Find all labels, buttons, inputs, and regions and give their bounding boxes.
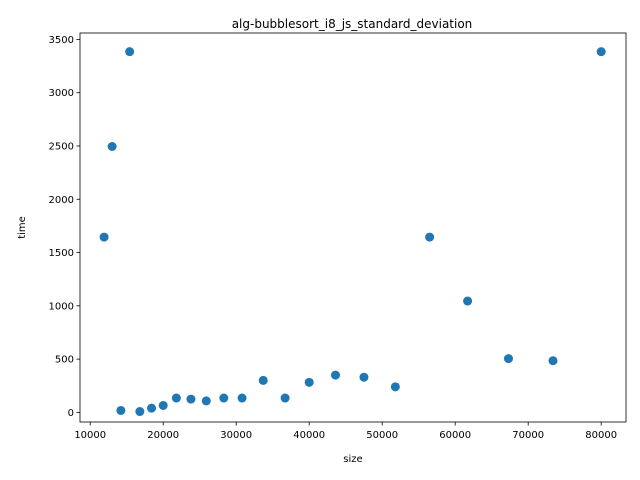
x-tick-label: 70000	[512, 430, 544, 441]
data-point	[116, 405, 126, 415]
data-point	[425, 232, 435, 242]
x-tick-label: 40000	[293, 430, 325, 441]
chart-title: alg-bubblesort_i8_js_standard_deviation	[232, 17, 473, 31]
data-point	[280, 393, 290, 403]
x-tick-label: 80000	[585, 430, 617, 441]
y-tick-label: 3000	[49, 88, 74, 99]
data-point	[330, 370, 340, 380]
plot-frame	[79, 32, 627, 423]
data-point	[107, 142, 117, 152]
data-point	[171, 393, 181, 403]
data-point	[147, 403, 157, 413]
data-point	[186, 394, 196, 404]
data-point	[596, 47, 606, 57]
data-point	[237, 393, 247, 403]
data-point	[219, 393, 229, 403]
x-tick-label: 50000	[366, 430, 398, 441]
y-tick-label: 500	[55, 355, 74, 366]
y-tick-label: 0	[68, 408, 74, 419]
y-axis-title: time	[17, 216, 28, 239]
y-axis-ticks: 0 500 1000 1500 2000 2500 3000 3500	[49, 35, 80, 419]
data-point	[548, 356, 558, 366]
x-tick-label: 60000	[439, 430, 471, 441]
data-point	[503, 354, 513, 364]
x-axis-title: size	[343, 454, 362, 465]
data-point	[463, 296, 473, 306]
data-point	[258, 375, 268, 385]
x-tick-label: 30000	[220, 430, 252, 441]
data-point	[135, 407, 145, 417]
y-tick-label: 2000	[49, 195, 74, 206]
data-point	[158, 400, 168, 410]
data-point	[201, 396, 211, 406]
y-tick-label: 1500	[49, 248, 74, 259]
data-point	[125, 47, 135, 57]
y-tick-label: 1000	[49, 301, 74, 312]
y-tick-label: 3500	[49, 35, 74, 46]
data-point	[304, 377, 314, 387]
data-point	[99, 232, 109, 242]
y-tick-label: 2500	[49, 141, 74, 152]
x-tick-label: 10000	[74, 430, 106, 441]
data-point	[390, 382, 400, 392]
data-point	[359, 372, 369, 382]
points-layer	[99, 47, 606, 417]
x-tick-label: 20000	[147, 430, 179, 441]
x-axis-ticks: 10000 20000 30000 40000 50000 60000 70000 80000	[74, 422, 617, 441]
